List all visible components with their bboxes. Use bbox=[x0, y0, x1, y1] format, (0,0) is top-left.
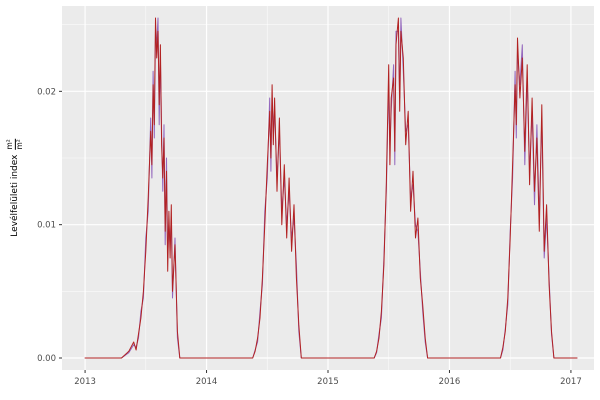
y-axis-tick-label: 0.02 bbox=[37, 87, 56, 97]
y-axis-tick-label: 0.00 bbox=[37, 354, 56, 364]
x-axis-tick-label: 2013 bbox=[74, 377, 96, 387]
x-axis-tick-label: 2017 bbox=[560, 377, 582, 387]
line-series-red bbox=[84, 17, 578, 359]
y-axis-unit-denominator: m² bbox=[14, 139, 25, 150]
y-axis-unit-fraction: m² m² bbox=[4, 139, 25, 150]
x-axis-tick-label: 2015 bbox=[317, 377, 339, 387]
x-axis-tick-label: 2016 bbox=[439, 377, 461, 387]
y-axis-tick-label: 0.01 bbox=[37, 221, 56, 231]
y-axis-title: Levélfelületi index m² m² bbox=[4, 139, 25, 237]
y-axis-unit-numerator: m² bbox=[4, 139, 14, 150]
y-axis-title-text: Levélfelületi index bbox=[10, 154, 20, 237]
x-axis-tick-label: 2014 bbox=[196, 377, 218, 387]
